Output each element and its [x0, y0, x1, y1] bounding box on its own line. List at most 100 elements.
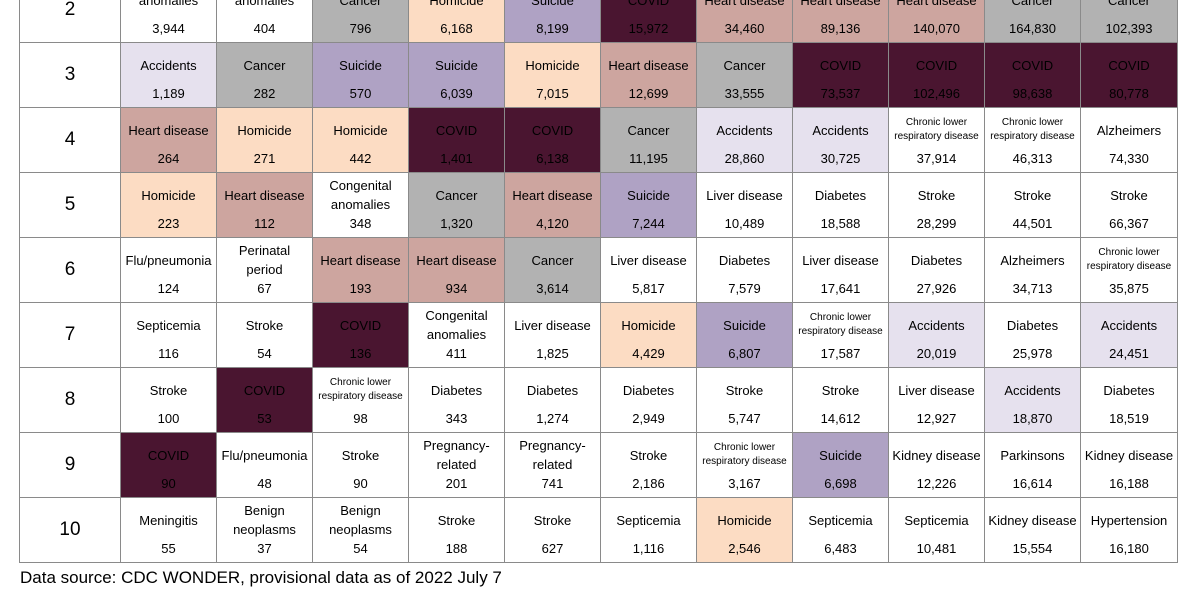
- table-cell: Pregnancy-related 741: [504, 432, 601, 498]
- cause-label: Stroke: [629, 447, 668, 463]
- death-count: 100: [157, 411, 180, 426]
- cause-label: Heart disease: [320, 252, 401, 268]
- table-cell: Stroke 100: [120, 367, 217, 433]
- death-count: 30,725: [820, 151, 861, 166]
- death-count: 6,039: [440, 86, 473, 101]
- cause-label: Flu/pneumonia: [125, 252, 212, 268]
- death-count: 15,554: [1012, 541, 1053, 556]
- cause-label: Pregnancy-related: [519, 438, 586, 472]
- table-cell: Stroke 28,299: [888, 172, 985, 238]
- cause-label: Homicide: [141, 187, 196, 203]
- death-count: 140,070: [913, 21, 960, 36]
- death-count: 15,972: [628, 21, 669, 36]
- table-row: 8 Stroke 100 COVID 53 Chronic lower respirato…: [19, 367, 1178, 433]
- cause-label: Cancer: [723, 57, 766, 73]
- death-count: 136: [349, 346, 372, 361]
- table-cell: Cancer 282: [216, 42, 313, 108]
- table-cell: Liver disease 17,641: [792, 237, 889, 303]
- cause-label: Diabetes: [1006, 317, 1059, 333]
- cause-label: Alzheimers: [1096, 122, 1162, 138]
- table-cell: Heart disease 264: [120, 107, 217, 173]
- cause-label: Accidents: [812, 122, 869, 138]
- table-cell: COVID 90: [120, 432, 217, 498]
- table-cell: Liver disease 10,489: [696, 172, 793, 238]
- rank-label: 6: [19, 237, 121, 303]
- death-count: 7,015: [536, 86, 569, 101]
- death-count: 6,807: [728, 346, 761, 361]
- data-source-note: Data source: CDC WONDER, provisional dat…: [20, 568, 502, 587]
- death-count: 18,588: [820, 216, 861, 231]
- cause-label: Liver disease: [706, 187, 783, 203]
- cause-label: Stroke: [437, 512, 476, 528]
- table-cell: Perinatal period 67: [216, 237, 313, 303]
- table-cell: Stroke 66,367: [1080, 172, 1178, 238]
- death-count: 1,274: [536, 411, 569, 426]
- death-count: 124: [157, 281, 180, 296]
- death-count: 404: [253, 21, 276, 36]
- table-cell: Stroke 5,747: [696, 367, 793, 433]
- death-count: 7,579: [728, 281, 761, 296]
- table-cell: Alzheimers 34,713: [984, 237, 1081, 303]
- table-cell: Accidents 24,451: [1080, 302, 1178, 368]
- table-cell: Flu/pneumonia 48: [216, 432, 313, 498]
- death-count: 1,825: [536, 346, 569, 361]
- table-cell: Cancer 796: [312, 0, 409, 43]
- table-cell: Heart disease 193: [312, 237, 409, 303]
- table-cell: Accidents 1,189: [120, 42, 217, 108]
- death-count: 66,367: [1109, 216, 1149, 231]
- cause-label: Suicide: [339, 57, 382, 73]
- death-count: 80,778: [1109, 86, 1149, 101]
- cause-label: Flu/pneumonia: [221, 447, 308, 463]
- death-count: 8,199: [536, 21, 569, 36]
- table-cell: anomalies 404: [216, 0, 313, 43]
- death-count: 112: [254, 216, 275, 231]
- death-count: 411: [446, 346, 467, 361]
- table-cell: Septicemia 116: [120, 302, 217, 368]
- death-count: 17,587: [820, 346, 861, 361]
- cause-label: COVID: [435, 122, 478, 138]
- cause-label: Hypertension: [1090, 512, 1168, 528]
- table-cell: Chronic lower respiratory disease 37,914: [888, 107, 985, 173]
- death-count: 34,460: [724, 21, 765, 36]
- table-cell: Flu/pneumonia 124: [120, 237, 217, 303]
- table-cell: Accidents 28,860: [696, 107, 793, 173]
- cause-label: Heart disease: [800, 0, 881, 8]
- cause-label: COVID: [627, 0, 670, 8]
- death-count: 2,186: [632, 476, 665, 491]
- table-cell: Diabetes 1,274: [504, 367, 601, 433]
- table-cell: COVID 1,401: [408, 107, 505, 173]
- table-cell: Chronic lower respiratory disease 46,313: [984, 107, 1081, 173]
- cause-label: Suicide: [627, 187, 670, 203]
- table-cell: Accidents 18,870: [984, 367, 1081, 433]
- table-cell: Diabetes 18,519: [1080, 367, 1178, 433]
- cause-label: Benign neoplasms: [233, 503, 296, 537]
- table-cell: Liver disease 5,817: [600, 237, 697, 303]
- cause-label: Diabetes: [622, 382, 675, 398]
- death-count: 201: [445, 476, 468, 491]
- cause-label: Homicide: [621, 317, 676, 333]
- cause-label: Cancer: [435, 187, 478, 203]
- cause-label: COVID: [531, 122, 574, 138]
- death-count: 2,546: [728, 541, 761, 556]
- cause-label: Liver disease: [898, 382, 975, 398]
- cause-label: Stroke: [533, 512, 572, 528]
- table-cell: Stroke 188: [408, 497, 505, 563]
- cause-label: COVID: [147, 447, 190, 463]
- death-count: 1,320: [440, 216, 473, 231]
- table-cell: Congenital anomalies 348: [312, 172, 409, 238]
- table-cell: Accidents 30,725: [792, 107, 889, 173]
- death-count: 193: [349, 281, 372, 296]
- table-cell: Septicemia 6,483: [792, 497, 889, 563]
- rank-label: 4: [19, 107, 121, 173]
- death-count: 10,489: [724, 216, 765, 231]
- table-row: 2 anomalies 3,944 anomalies 404 Cancer 796 Homi…: [19, 0, 1178, 43]
- table-cell: Stroke 627: [504, 497, 601, 563]
- death-count: 14,612: [820, 411, 861, 426]
- cause-label: Heart disease: [608, 57, 689, 73]
- cause-label: Suicide: [435, 57, 478, 73]
- cause-label: Homicide: [429, 0, 484, 8]
- cause-label: Suicide: [819, 447, 862, 463]
- table-cell: Diabetes 25,978: [984, 302, 1081, 368]
- cause-label: Diabetes: [814, 187, 867, 203]
- rank-label: 3: [19, 42, 121, 108]
